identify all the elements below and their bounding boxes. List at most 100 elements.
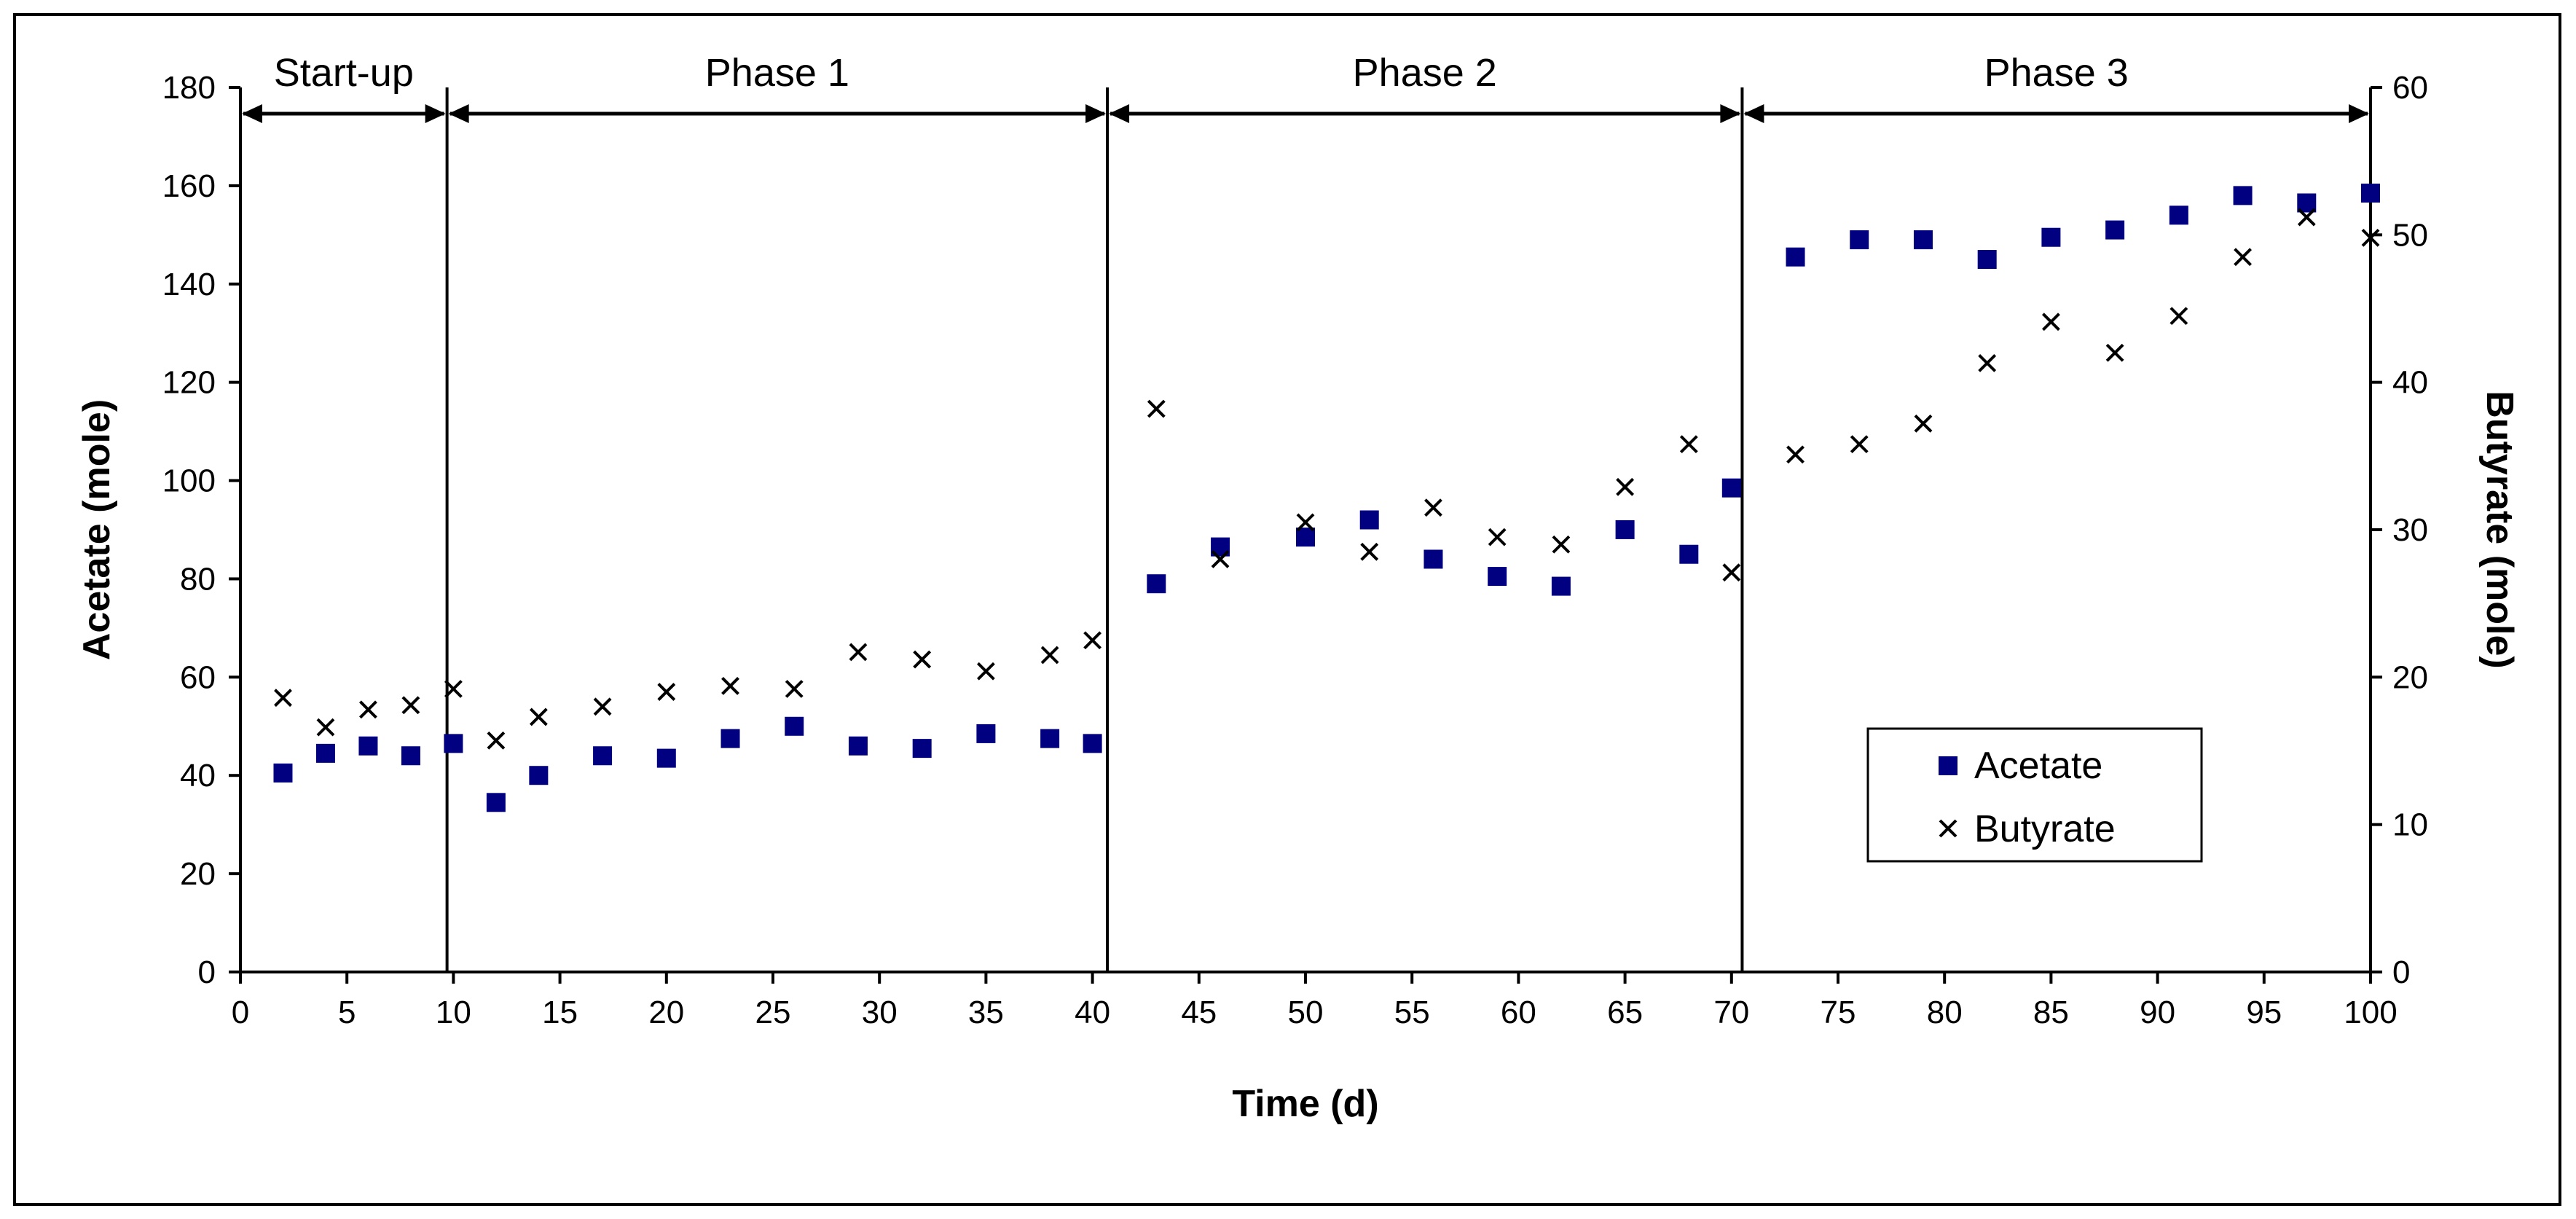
acetate-point bbox=[1296, 528, 1315, 547]
x-tick-label: 80 bbox=[1927, 995, 1963, 1030]
y-left-tick-label: 60 bbox=[180, 659, 216, 695]
x-axis-title: Time (d) bbox=[1232, 1083, 1378, 1125]
x-tick-label: 0 bbox=[232, 995, 249, 1030]
butyrate-point bbox=[593, 697, 612, 716]
acetate-point bbox=[720, 729, 740, 748]
butyrate-point bbox=[1083, 631, 1102, 650]
phase-label: Phase 1 bbox=[705, 51, 849, 95]
butyrate-point-stroke bbox=[2041, 313, 2060, 332]
butyrate-point-stroke bbox=[1083, 631, 1102, 650]
acetate-point bbox=[2361, 184, 2380, 203]
phase-arrow-head-right bbox=[2349, 104, 2369, 123]
butyrate-point-stroke bbox=[274, 689, 292, 708]
phase-arrow-head-left bbox=[448, 104, 469, 123]
y-left-tick-label: 80 bbox=[180, 561, 216, 597]
y-right-tick-label: 30 bbox=[2392, 512, 2428, 548]
legend-butyrate-marker bbox=[1939, 819, 1957, 838]
y-left-tick-label: 100 bbox=[162, 463, 216, 499]
butyrate-point-stroke bbox=[1616, 477, 1635, 496]
butyrate-point-stroke bbox=[976, 662, 995, 681]
butyrate-point bbox=[2361, 228, 2380, 247]
legend-butyrate-label: Butyrate bbox=[1974, 808, 2116, 850]
scatter-chart: 0 5 10 15 20 25 30 35 40 45 50 55 60 65 70 75 80 85 90 95 10… bbox=[76, 51, 2521, 1125]
butyrate-point-stroke bbox=[2234, 248, 2252, 267]
y-right-tick-label: 40 bbox=[2392, 365, 2428, 401]
butyrate-point bbox=[1360, 542, 1379, 561]
butyrate-point-stroke bbox=[1424, 498, 1442, 517]
butyrate-point-stroke bbox=[785, 680, 804, 698]
butyrate-point-stroke bbox=[721, 677, 739, 695]
phase-label: Phase 3 bbox=[1984, 51, 2129, 95]
phase-arrow-head-right bbox=[1085, 104, 1107, 123]
x-tick-label: 95 bbox=[2246, 995, 2282, 1030]
x-tick-label: 65 bbox=[1607, 995, 1643, 1030]
x-tick-label: 85 bbox=[2033, 995, 2069, 1030]
y-left-tick-label: 120 bbox=[162, 365, 216, 401]
butyrate-point bbox=[2234, 248, 2252, 267]
butyrate-point-stroke bbox=[1850, 435, 1869, 454]
acetate-point bbox=[1615, 520, 1635, 539]
x-tick-label: 100 bbox=[2344, 995, 2397, 1030]
acetate-point bbox=[2041, 227, 2061, 247]
chart-frame: 0 5 10 15 20 25 30 35 40 45 50 55 60 65 70 75 80 85 90 95 10… bbox=[13, 13, 2561, 1206]
butyrate-point bbox=[316, 718, 335, 737]
acetate-point bbox=[1913, 230, 1933, 250]
x-tick-label: 15 bbox=[542, 995, 578, 1030]
butyrate-point-stroke bbox=[529, 708, 548, 726]
y-axis-left-title: Acetate (mole) bbox=[76, 399, 118, 660]
butyrate-point-stroke bbox=[2361, 228, 2380, 247]
y-left-tick-label: 160 bbox=[162, 168, 216, 204]
butyrate-point bbox=[444, 680, 463, 698]
butyrate-point bbox=[976, 662, 995, 681]
y-right-tick-label: 50 bbox=[2392, 217, 2428, 253]
y-right-tick-label: 0 bbox=[2392, 955, 2410, 990]
acetate-point bbox=[593, 746, 613, 766]
acetate-point bbox=[1147, 574, 1166, 594]
acetate-point bbox=[1359, 510, 1379, 530]
butyrate-point-stroke bbox=[1552, 535, 1571, 554]
acetate-point bbox=[486, 793, 506, 812]
y-right-tick-label: 10 bbox=[2392, 807, 2428, 843]
x-tick-label: 10 bbox=[436, 995, 471, 1030]
y-left-tick-label: 140 bbox=[162, 267, 216, 302]
x-tick-label: 40 bbox=[1075, 995, 1110, 1030]
acetate-point bbox=[1551, 576, 1571, 596]
butyrate-point bbox=[1978, 353, 1997, 372]
butyrate-point bbox=[1552, 535, 1571, 554]
acetate-point bbox=[2169, 205, 2188, 225]
x-tick-label: 90 bbox=[2140, 995, 2175, 1030]
phase-arrow-head-left bbox=[242, 104, 262, 123]
x-tick-label: 60 bbox=[1501, 995, 1536, 1030]
acetate-point bbox=[976, 724, 996, 743]
acetate-point bbox=[529, 766, 549, 785]
phase-label: Start-up bbox=[274, 51, 414, 95]
legend-butyrate-stroke bbox=[1939, 819, 1957, 838]
phase-arrow-head-right bbox=[1720, 104, 1741, 123]
butyrate-point bbox=[849, 643, 868, 662]
legend-acetate-marker bbox=[1939, 756, 1957, 775]
butyrate-point-stroke bbox=[849, 643, 868, 662]
acetate-point bbox=[2105, 220, 2125, 240]
butyrate-point-stroke bbox=[316, 718, 335, 737]
butyrate-point-stroke bbox=[444, 680, 463, 698]
acetate-point bbox=[848, 736, 868, 756]
butyrate-point bbox=[487, 731, 506, 750]
butyrate-point-stroke bbox=[1360, 542, 1379, 561]
butyrate-point bbox=[2105, 343, 2124, 362]
x-tick-label: 20 bbox=[648, 995, 684, 1030]
butyrate-point bbox=[1296, 513, 1315, 532]
butyrate-point bbox=[1147, 399, 1166, 418]
x-tick-label: 55 bbox=[1394, 995, 1430, 1030]
acetate-point bbox=[1424, 549, 1443, 569]
butyrate-point bbox=[2297, 208, 2316, 227]
butyrate-point bbox=[657, 683, 676, 701]
butyrate-point bbox=[1850, 435, 1869, 454]
butyrate-point bbox=[1424, 498, 1442, 517]
butyrate-point bbox=[2041, 313, 2060, 332]
butyrate-point-stroke bbox=[487, 731, 506, 750]
butyrate-point bbox=[1616, 477, 1635, 496]
butyrate-point bbox=[274, 689, 292, 708]
butyrate-point bbox=[359, 700, 377, 719]
butyrate-point-stroke bbox=[593, 697, 612, 716]
butyrate-point-stroke bbox=[359, 700, 377, 719]
